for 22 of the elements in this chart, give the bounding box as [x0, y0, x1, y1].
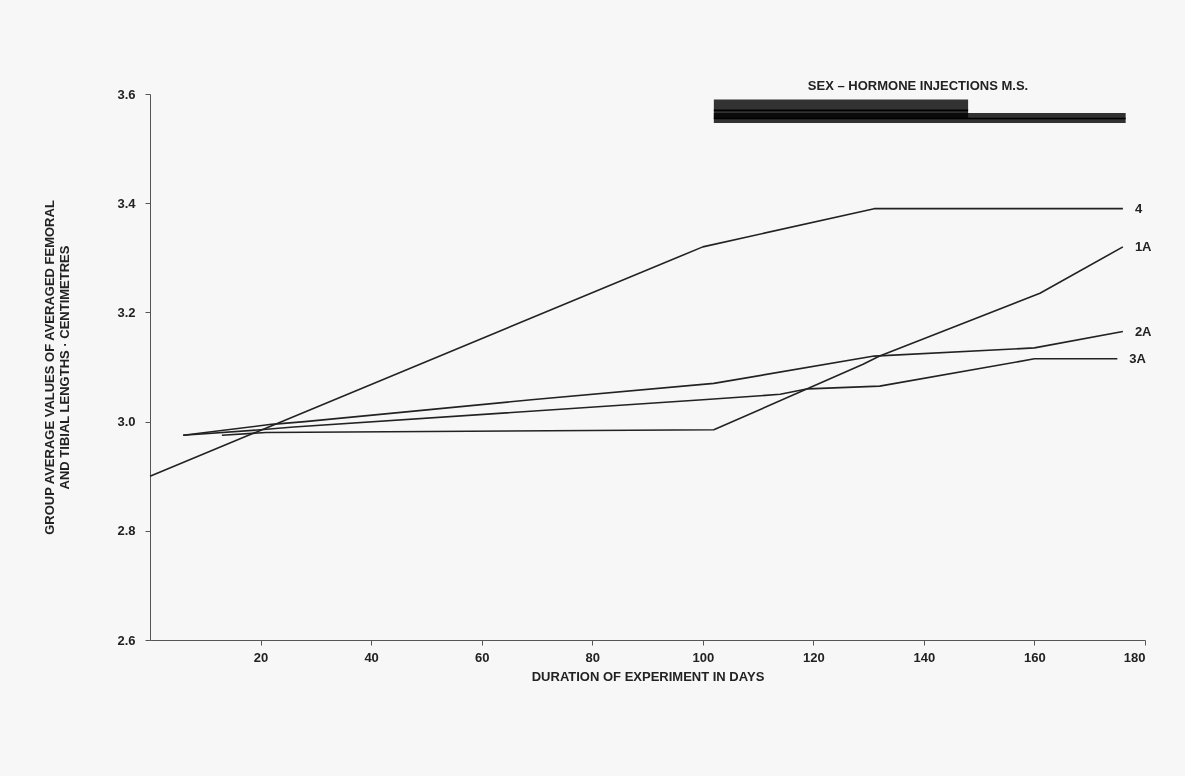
- x-tick-label: 40: [364, 649, 379, 665]
- x-axis-title: DURATION OF EXPERIMENT IN DAYS: [531, 668, 765, 684]
- x-tick-label: 100: [692, 649, 715, 665]
- series-label: 2A: [1134, 323, 1153, 339]
- x-tick-label: 20: [253, 649, 269, 665]
- x-tick-label: 60: [474, 649, 490, 665]
- y-tick-label: 3.4: [117, 195, 137, 211]
- y-tick-label: 3.6: [117, 86, 136, 102]
- text: SEX – HORMONE INJECTIONS M.S.: [807, 78, 1029, 93]
- y-tick-label: 2.6: [117, 632, 136, 648]
- series-label: 3A: [1129, 350, 1147, 366]
- x-tick-label: 160: [1024, 649, 1046, 665]
- y-tick-label: 3.2: [117, 304, 136, 320]
- y-axis-title: GROUP AVERAGE VALUES OF AVERAGED FEMORAL AND TIBIAL LENGTHS · CENTIMETRES: [42, 200, 73, 535]
- y-tick-label: 2.8: [117, 523, 136, 539]
- x-tick-label: 140: [913, 649, 936, 665]
- x-tick-label: 80: [585, 649, 600, 665]
- series-label: 1A: [1134, 238, 1153, 254]
- series-label: 4: [1134, 200, 1143, 216]
- x-tick-label: 180: [1123, 649, 1146, 665]
- y-tick-label: 3.0: [117, 414, 136, 430]
- x-tick-label: 120: [802, 649, 825, 665]
